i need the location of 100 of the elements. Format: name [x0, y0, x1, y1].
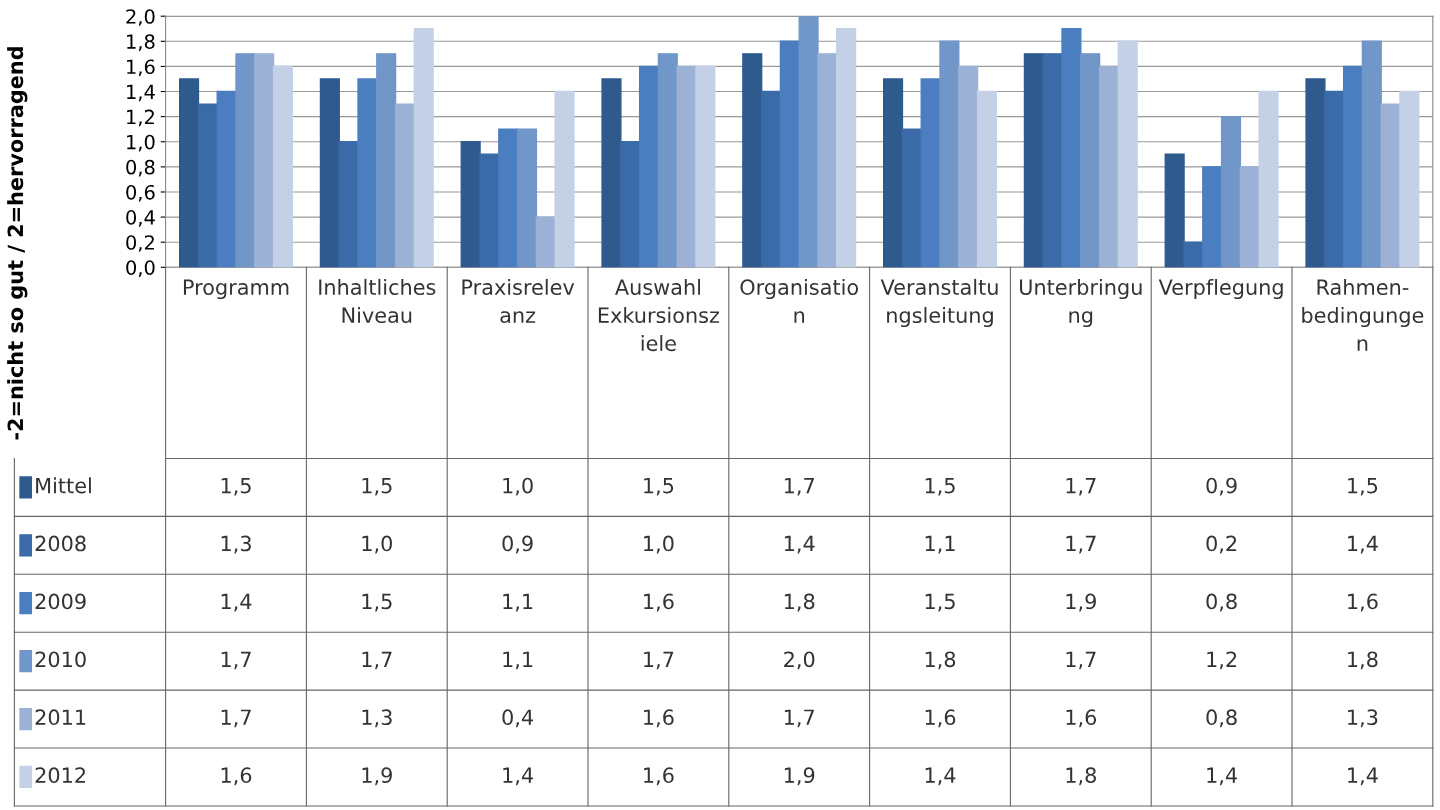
bar	[1220, 115, 1242, 268]
x-tick-label: Rahmen-bedingungen	[1302, 278, 1424, 351]
data-label: 1,5	[362, 477, 392, 496]
data-label: 1,6	[644, 593, 674, 612]
bar	[817, 53, 838, 268]
bar	[376, 53, 397, 268]
bar	[779, 40, 800, 268]
data-label: 2,0	[784, 651, 815, 670]
data-label: 1,9	[1066, 593, 1096, 612]
y-tick-label: 1,2	[127, 109, 154, 127]
data-label: 1,5	[221, 477, 251, 496]
y-tick-label: 0,0	[126, 260, 155, 277]
data-label: 1,8	[925, 651, 956, 670]
data-label: 1,8	[1348, 651, 1378, 670]
y-tick-label: 1,0	[127, 134, 155, 152]
bar	[479, 153, 500, 268]
data-label: 1,6	[1348, 593, 1378, 612]
x-tick-label: Praxisrelevanz	[462, 278, 575, 324]
data-label: 1,4	[1207, 767, 1237, 786]
data-label: 1,5	[644, 477, 674, 496]
data-label: 1,3	[362, 709, 392, 728]
data-label: 1,4	[925, 767, 956, 786]
data-label: 0,2	[1206, 535, 1237, 554]
bar	[1183, 241, 1204, 268]
bar	[498, 128, 519, 268]
data-label: 1,7	[1066, 651, 1096, 670]
y-tick-label: 1,6	[127, 59, 155, 77]
bar	[1258, 90, 1279, 268]
bar	[620, 141, 641, 268]
data-label: 1,7	[221, 651, 251, 670]
data-label: 0,8	[1206, 709, 1237, 728]
data-label: 1,1	[503, 651, 533, 670]
data-label: 1,6	[644, 709, 674, 728]
y-tick-label: 0,4	[126, 210, 155, 227]
bar	[1061, 28, 1082, 268]
bar	[657, 53, 678, 268]
bar	[197, 103, 218, 268]
bar	[319, 78, 340, 268]
data-label: 1,7	[221, 709, 251, 728]
data-label: 1,4	[784, 535, 815, 554]
data-label: 1,4	[1348, 535, 1378, 554]
data-label: 1,4	[1348, 767, 1378, 786]
x-tick-label: Unterbringung	[1020, 278, 1142, 328]
bar	[178, 78, 200, 268]
bar	[676, 65, 697, 268]
bar	[1202, 166, 1223, 268]
bar	[413, 28, 434, 268]
bar	[742, 53, 763, 268]
data-label: 1,5	[925, 593, 955, 612]
x-tick-label: Programm	[183, 279, 289, 300]
bar	[394, 103, 416, 268]
data-label: 1,9	[784, 767, 815, 786]
data-label: 1,0	[362, 535, 392, 554]
y-tick-label: 0,2	[126, 235, 154, 252]
bar	[1399, 90, 1420, 268]
data-label: 1,5	[925, 477, 955, 496]
bar	[357, 78, 378, 268]
data-label: 1,7	[1066, 477, 1096, 496]
data-label: 1,7	[644, 651, 674, 670]
bar	[901, 128, 922, 268]
bar	[760, 90, 782, 268]
data-label: 0,9	[502, 535, 533, 554]
legend-label: Mittel	[36, 477, 91, 494]
data-label: 1,4	[503, 767, 533, 786]
bar	[601, 78, 622, 268]
bar	[516, 128, 538, 268]
bar	[1164, 153, 1185, 268]
y-tick-label: 1,4	[127, 84, 155, 102]
bar	[798, 16, 819, 268]
data-label: 1,7	[362, 651, 392, 670]
data-label: 0,4	[502, 709, 533, 728]
y-tick-label: 0,8	[126, 159, 155, 177]
legend-label: 2010	[35, 651, 86, 668]
bar	[1098, 65, 1120, 268]
data-label: 0,8	[1206, 593, 1237, 612]
data-label: 1,7	[784, 477, 814, 496]
data-label: 1,5	[1348, 477, 1378, 496]
bar	[1324, 90, 1345, 268]
legend-label: 2008	[35, 535, 86, 552]
data-label: 1,6	[221, 767, 252, 786]
bar	[1380, 103, 1401, 268]
data-label: 1,0	[503, 477, 533, 496]
y-tick-label: 1,8	[127, 34, 155, 51]
legend-label: 2012	[35, 767, 86, 784]
data-label: 1,8	[784, 593, 815, 612]
data-label: 1,8	[1066, 767, 1096, 786]
bar	[235, 53, 256, 268]
data-label: 1,5	[362, 593, 392, 612]
y-tick-label: 2,0	[126, 9, 155, 26]
data-label: 1,6	[925, 709, 956, 728]
bar	[1361, 40, 1382, 268]
x-tick-label: Auswahl Exkursionsziele	[598, 278, 720, 352]
data-label: 1,7	[784, 709, 814, 728]
data-label: 1,1	[925, 535, 955, 554]
y-tick-label: 0,6	[126, 184, 155, 202]
data-label: 1,3	[221, 535, 251, 554]
legend-label: 2011	[35, 709, 86, 726]
bar	[1305, 78, 1326, 268]
data-label: 0,9	[1206, 477, 1237, 496]
bar	[836, 28, 857, 268]
